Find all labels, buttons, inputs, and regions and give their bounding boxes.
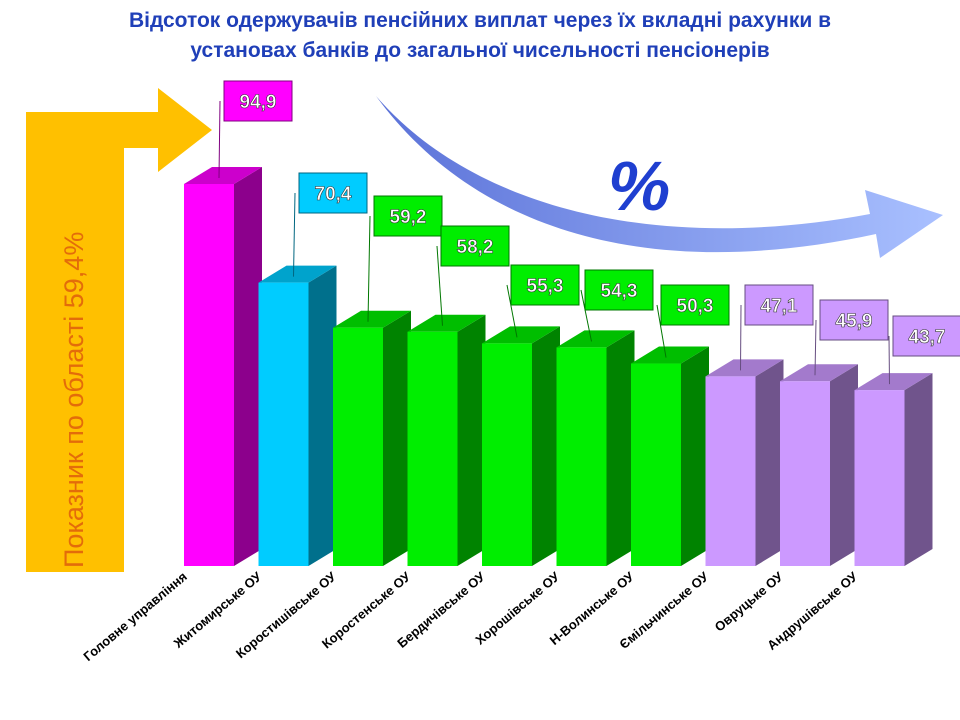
bar-front-face: [184, 184, 234, 566]
bar-side-face: [234, 167, 262, 566]
bar-side-face: [904, 373, 933, 566]
x-tick-label: Головне управління: [80, 569, 189, 664]
value-label-8: 47,1: [744, 284, 814, 326]
leader-line: [367, 215, 371, 322]
value-label-text: 58,2: [457, 237, 494, 258]
value-label-1: 94,9: [223, 80, 293, 122]
leader-line: [740, 304, 742, 371]
value-label-9: 45,9: [819, 299, 889, 341]
bar-side-face: [755, 359, 784, 566]
bar-front-face: [556, 347, 607, 566]
bar-top-face: [705, 359, 784, 377]
value-label-box: [892, 315, 960, 357]
bar-front-face: [705, 376, 756, 566]
bar-front-face: [333, 327, 383, 566]
bar-side-face: [606, 330, 635, 566]
value-label-box: [660, 284, 730, 326]
bar-front-face: [780, 381, 830, 566]
swoosh-arrow: %: [376, 96, 943, 258]
value-label-3: 59,2: [373, 195, 443, 237]
value-label-text: 45,9: [836, 311, 873, 332]
value-label-text: 70,4: [315, 184, 352, 205]
bar-10: [854, 373, 933, 566]
leader-line: [293, 192, 296, 277]
bar-top-face: [556, 330, 635, 348]
value-label-10: 43,7: [892, 315, 960, 357]
region-indicator-banner: Показник по області 59,4%: [26, 88, 212, 572]
leader-line: [814, 319, 817, 376]
bar-5: [482, 326, 560, 566]
x-tick-label: Овруцьке ОУ: [712, 568, 787, 634]
bar-front-face: [482, 343, 532, 566]
value-label-box: [584, 269, 654, 311]
bar-side-face: [681, 346, 709, 566]
value-label-4: 58,2: [440, 225, 510, 267]
bar-8: [705, 359, 784, 566]
leader-lines-group: [218, 100, 890, 385]
bar-top-face: [854, 373, 933, 391]
leader-line: [506, 284, 518, 338]
value-label-box: [223, 80, 293, 122]
bar-front-face: [854, 390, 905, 566]
bar-side-face: [532, 326, 560, 566]
swoosh-arrow-shape: [376, 96, 943, 258]
bar-7: [631, 346, 709, 566]
leader-line: [656, 304, 667, 358]
bar-front-face: [631, 363, 681, 566]
value-label-text: 50,3: [677, 296, 714, 317]
value-label-text: 47,1: [761, 296, 798, 317]
bar-top-face: [184, 167, 262, 184]
bar-2: [258, 265, 337, 566]
bar-9: [780, 364, 858, 566]
bar-top-face: [407, 314, 486, 332]
banner-text: Показник по області 59,4%: [59, 232, 89, 568]
bar-front-face: [258, 282, 309, 566]
bar-side-face: [830, 364, 858, 566]
bar-side-face: [308, 265, 337, 566]
bar-front-face: [407, 331, 458, 566]
value-label-box: [510, 264, 580, 306]
value-label-text: 94,9: [240, 92, 277, 113]
leader-line: [218, 100, 221, 179]
bar-top-face: [258, 265, 337, 283]
value-label-box: [298, 172, 368, 214]
value-label-text: 55,3: [527, 276, 564, 297]
bar-top-face: [482, 326, 560, 344]
value-label-box: [440, 225, 510, 267]
chart-title-line-2: установах банків до загальної чисельност…: [190, 39, 770, 62]
value-label-5: 55,3: [510, 264, 580, 306]
chart-title-line-1: Відсоток одержувачів пенсійних виплат че…: [128, 9, 832, 32]
value-label-box: [819, 299, 889, 341]
bar-1: [184, 167, 262, 566]
value-label-box: [744, 284, 814, 326]
value-label-text: 43,7: [909, 327, 946, 348]
value-label-text: 54,3: [601, 281, 638, 302]
bar-top-face: [631, 346, 709, 364]
bar-3: [333, 310, 411, 566]
bar-4: [407, 314, 486, 566]
bar-6: [556, 330, 635, 566]
value-label-box: [373, 195, 443, 237]
value-labels-group: 94,9 70,4 59,2 58,2 55,3 54,3 50,3 47,1 45,9 43,7: [223, 80, 960, 357]
leader-line: [436, 245, 443, 326]
value-label-2: 70,4: [298, 172, 368, 214]
bar-top-face: [333, 310, 411, 328]
bar-side-face: [383, 310, 411, 566]
banner-arrow-shape: [26, 88, 212, 572]
chart-title: Відсоток одержувачів пенсійних виплат че…: [40, 6, 920, 66]
bar-top-face: [780, 364, 858, 382]
value-label-text: 59,2: [390, 207, 427, 228]
value-label-6: 54,3: [584, 269, 654, 311]
bars-group: [184, 167, 933, 566]
leader-line: [580, 289, 592, 342]
bar-side-face: [457, 314, 486, 566]
leader-line: [888, 335, 890, 385]
value-label-7: 50,3: [660, 284, 730, 326]
percent-symbol: %: [608, 147, 670, 225]
